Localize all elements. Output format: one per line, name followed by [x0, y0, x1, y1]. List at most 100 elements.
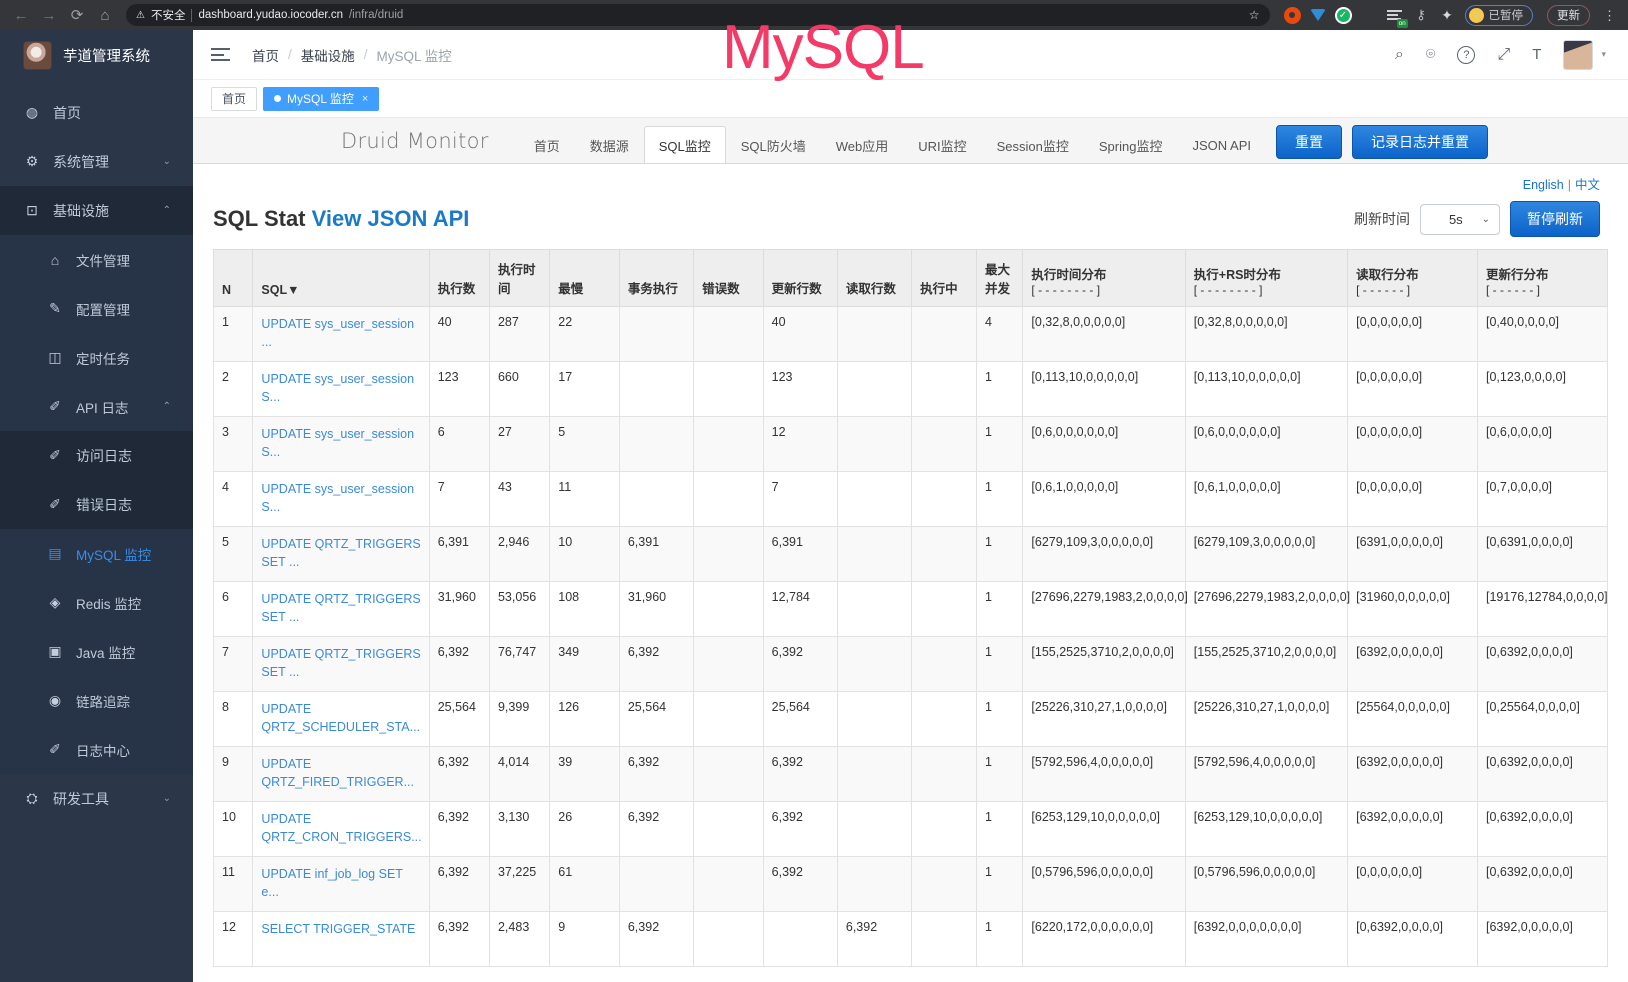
col-slowest[interactable]: 最慢	[549, 249, 620, 307]
sidebar-item-config-manage[interactable]: ✎ 配置管理	[0, 284, 193, 333]
extension-grid-icon[interactable]	[1361, 7, 1378, 24]
fullscreen-icon[interactable]: ⤢	[1497, 45, 1511, 63]
sidebar-item-scheduled-task[interactable]: ◫ 定时任务	[0, 333, 193, 382]
sql-link[interactable]: UPDATE QRTZ_CRON_TRIGGERS...	[261, 812, 422, 845]
sidebar-item-log-center[interactable]: ✐ 日志中心	[0, 725, 193, 774]
col-exec-time[interactable]: 执行时间	[488, 249, 551, 307]
sql-link[interactable]: UPDATE QRTZ_TRIGGERS SET ...	[261, 592, 421, 625]
cell-sql[interactable]: UPDATE sys_user_session S...	[252, 416, 430, 472]
forward-icon[interactable]: →	[41, 6, 57, 24]
font-size-icon[interactable]: T	[1532, 46, 1542, 63]
col-read-rows-dist[interactable]: 读取行分布[ - - - - - - ]	[1347, 249, 1478, 307]
col-sql[interactable]: SQL▼	[252, 249, 430, 307]
cell-sql[interactable]: UPDATE QRTZ_FIRED_TRIGGER...	[252, 746, 430, 802]
druid-tab-datasource[interactable]: 数据源	[589, 139, 629, 154]
col-exec-time-dist[interactable]: 执行时间分布[ - - - - - - - - ]	[1022, 249, 1186, 307]
sql-link[interactable]: UPDATE QRTZ_TRIGGERS SET ...	[261, 537, 421, 570]
breadcrumb-item-infra[interactable]: 基础设施	[300, 48, 355, 64]
pause-refresh-button[interactable]: 暂停刷新	[1510, 201, 1600, 237]
col-update-rows-dist[interactable]: 更新行分布[ - - - - - - ]	[1477, 249, 1608, 307]
sidebar-item-mysql-monitor[interactable]: ▤ MySQL 监控	[0, 529, 193, 578]
extension-diamond-icon[interactable]	[1309, 9, 1326, 21]
druid-tab-session-monitor[interactable]: Session监控	[996, 139, 1069, 154]
refresh-interval-select[interactable]: 5s ⌄	[1420, 203, 1500, 235]
extension-check-icon[interactable]: ✓	[1334, 6, 1352, 24]
sidebar-item-redis-monitor[interactable]: ◈ Redis 监控	[0, 578, 193, 627]
sql-link[interactable]: UPDATE sys_user_session S...	[261, 482, 415, 515]
sidebar-item-access-log[interactable]: ✐ 访问日志	[0, 431, 193, 480]
col-exec-count[interactable]: 执行数	[428, 249, 490, 307]
extension-orange-icon[interactable]	[1283, 6, 1301, 24]
sql-link[interactable]: UPDATE QRTZ_TRIGGERS SET ...	[261, 647, 421, 680]
close-icon[interactable]: ×	[361, 92, 369, 105]
cell-sql[interactable]: UPDATE sys_user_session ...	[252, 306, 430, 362]
druid-tab-spring-monitor[interactable]: Spring监控	[1098, 139, 1163, 154]
sidebar-item-dev-tools[interactable]: ⛭ 研发工具 ⌄	[0, 774, 193, 823]
sql-link[interactable]: UPDATE inf_job_log SET e...	[261, 867, 403, 900]
back-icon[interactable]: ←	[13, 6, 29, 24]
cell-sql[interactable]: UPDATE sys_user_session S...	[252, 361, 430, 417]
extensions-puzzle-icon[interactable]: ✦	[1441, 6, 1453, 23]
chevron-down-icon[interactable]: ▾	[1601, 49, 1606, 59]
sidebar-item-trace[interactable]: ◉ 链路追踪	[0, 676, 193, 725]
help-icon[interactable]: ?	[1457, 45, 1476, 64]
cell-sql[interactable]: UPDATE QRTZ_TRIGGERS SET ...	[252, 526, 430, 582]
sql-link[interactable]: UPDATE QRTZ_FIRED_TRIGGER...	[261, 757, 414, 790]
cell-sql[interactable]: UPDATE QRTZ_CRON_TRIGGERS...	[252, 801, 430, 857]
sql-link[interactable]: UPDATE sys_user_session S...	[261, 427, 415, 460]
cell-sql[interactable]: UPDATE sys_user_session S...	[252, 471, 430, 527]
brand[interactable]: 芋道管理系统	[0, 30, 193, 80]
update-button[interactable]: 更新	[1547, 4, 1590, 26]
col-tx-exec[interactable]: 事务执行	[618, 249, 695, 307]
cell-sql[interactable]: SELECT TRIGGER_STATE	[252, 911, 430, 967]
cell-sql[interactable]: UPDATE inf_job_log SET e...	[252, 856, 430, 912]
reset-button[interactable]: 重置	[1276, 125, 1343, 159]
tab-mysql-monitor[interactable]: MySQL 监控 ×	[263, 86, 380, 111]
sidebar-item-java-monitor[interactable]: ▣ Java 监控	[0, 627, 193, 676]
druid-tab-web-app[interactable]: Web应用	[835, 139, 889, 154]
extension-list-icon[interactable]: on	[1386, 7, 1408, 28]
druid-tab-home[interactable]: 首页	[533, 139, 560, 154]
sql-link[interactable]: UPDATE sys_user_session ...	[261, 317, 415, 350]
search-icon[interactable]: ⌕	[1394, 45, 1404, 63]
sql-link[interactable]: UPDATE sys_user_session S...	[261, 372, 415, 405]
col-update-rows[interactable]: 更新行数	[762, 249, 838, 307]
cell-sql[interactable]: UPDATE QRTZ_TRIGGERS SET ...	[252, 636, 430, 692]
address-bar[interactable]: ⚠ 不安全 dashboard.yudao.iocoder.cn/infra/d…	[126, 4, 1270, 26]
sidebar-item-system[interactable]: ⚙ 系统管理 ⌄	[0, 137, 193, 186]
log-and-reset-button[interactable]: 记录日志并重置	[1352, 125, 1489, 159]
druid-tab-sql-monitor[interactable]: SQL监控	[643, 126, 726, 163]
sidebar-item-infra[interactable]: ⊡ 基础设施 ⌃	[0, 186, 193, 235]
sidebar-item-home[interactable]: ◍ 首页	[0, 88, 193, 137]
sidebar-item-error-log[interactable]: ✐ 错误日志	[0, 480, 193, 529]
sidebar-item-file-manage[interactable]: ⌂ 文件管理	[0, 235, 193, 284]
druid-tab-sql-firewall[interactable]: SQL防火墙	[740, 139, 806, 154]
lang-english[interactable]: English	[1522, 178, 1564, 192]
bookmark-star-icon[interactable]: ☆	[1248, 8, 1260, 22]
sidebar-item-api-log[interactable]: ✐ API 日志 ⌃	[0, 382, 193, 431]
chrome-menu-icon[interactable]: ⋮	[1603, 7, 1616, 23]
druid-tab-uri-monitor[interactable]: URI监控	[918, 139, 967, 154]
view-json-api-link[interactable]: View JSON API	[311, 206, 470, 231]
avatar[interactable]	[1563, 39, 1594, 70]
breadcrumb-item-home[interactable]: 首页	[252, 48, 279, 64]
cell-sql[interactable]: UPDATE QRTZ_SCHEDULER_STA...	[252, 691, 430, 747]
druid-tab-json-api[interactable]: JSON API	[1192, 138, 1252, 153]
col-n[interactable]: N	[212, 249, 254, 307]
col-read-rows[interactable]: 读取行数	[836, 249, 913, 307]
profile-paused-pill[interactable]: ☺ 已暂停	[1464, 4, 1533, 26]
lang-chinese[interactable]: 中文	[1574, 178, 1600, 192]
sql-link[interactable]: SELECT TRIGGER_STATE	[261, 922, 416, 936]
reload-icon[interactable]: ⟳	[70, 7, 84, 24]
github-icon[interactable]: ⌾	[1425, 45, 1436, 63]
home-icon[interactable]: ⌂	[100, 6, 110, 24]
sql-link[interactable]: UPDATE QRTZ_SCHEDULER_STA...	[261, 702, 421, 735]
col-exec-rs-dist[interactable]: 执行+RS时分布[ - - - - - - - - ]	[1184, 249, 1349, 307]
cell-sql[interactable]: UPDATE QRTZ_TRIGGERS SET ...	[252, 581, 430, 637]
col-max-concurrent[interactable]: 最大并发	[976, 249, 1024, 307]
extension-key-icon[interactable]: ⚷	[1416, 7, 1426, 22]
sidebar-toggle-icon[interactable]	[211, 48, 230, 61]
col-error-count[interactable]: 错误数	[693, 249, 764, 307]
col-running[interactable]: 执行中	[911, 249, 978, 307]
tab-home[interactable]: 首页	[211, 86, 258, 111]
